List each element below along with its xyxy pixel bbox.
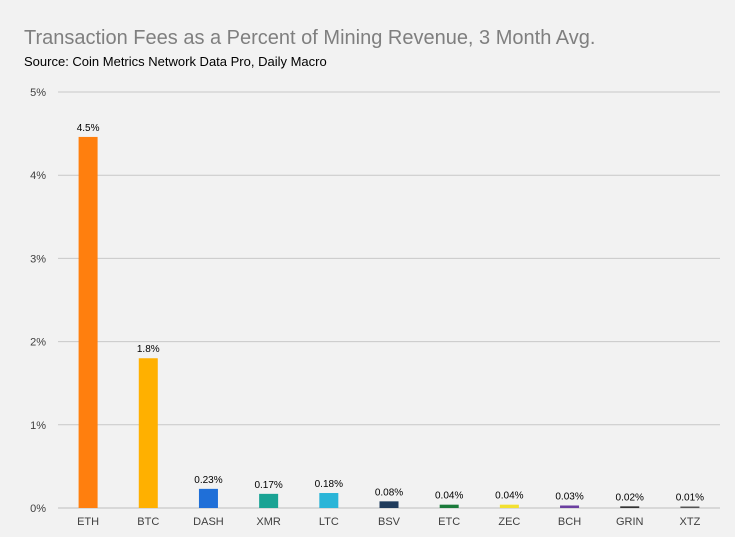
data-label-ltc: 0.18% (315, 479, 343, 490)
x-tick-label-btc: BTC (137, 516, 159, 528)
y-tick-label: 3% (30, 253, 46, 265)
x-tick-label-zec: ZEC (498, 516, 520, 528)
bar-eth (78, 136, 98, 509)
bars (78, 136, 700, 509)
bar-grin (620, 506, 640, 508)
bar-xtz (680, 506, 700, 508)
x-tick-label-eth: ETH (77, 516, 99, 528)
x-tick-label-etc: ETC (438, 516, 460, 528)
data-label-xmr: 0.17% (254, 480, 282, 491)
x-axis-ticks: ETH BTC DASH XMR LTC BSV ETC ZEC BCH GRIN XTZ (77, 516, 700, 528)
y-tick-label: 1% (30, 420, 46, 432)
data-label-dash: 0.23% (194, 475, 222, 486)
data-label-bsv: 0.08% (375, 487, 403, 498)
y-tick-label: 5% (30, 87, 46, 99)
y-tick-label: 4% (30, 170, 46, 182)
bar-dash (198, 488, 218, 508)
x-tick-label-dash: DASH (193, 516, 224, 528)
bar-xmr (259, 493, 279, 508)
y-tick-label: 0% (30, 503, 46, 515)
data-label-xtz: 0.01% (676, 493, 704, 504)
x-tick-label-bsv: BSV (378, 516, 401, 528)
bar-etc (439, 504, 459, 508)
y-axis-ticks: 0% 1% 2% 3% 4% 5% (30, 87, 46, 515)
chart-subtitle: Source: Coin Metrics Network Data Pro, D… (24, 54, 327, 69)
data-label-bch: 0.03% (555, 492, 583, 503)
data-label-zec: 0.04% (495, 491, 523, 502)
bar-btc (138, 358, 158, 508)
data-labels: 4.5% 1.8% 0.23% 0.17% 0.18% 0.08% 0.04% 0.04% 0.… (77, 123, 704, 504)
chart-title: Transaction Fees as a Percent of Mining … (24, 27, 596, 49)
data-label-etc: 0.04% (435, 491, 463, 502)
x-tick-label-ltc: LTC (319, 516, 339, 528)
data-label-btc: 1.8% (137, 344, 160, 355)
bar-bch (560, 505, 580, 508)
data-label-eth: 4.5% (77, 123, 100, 134)
x-tick-label-grin: GRIN (616, 516, 644, 528)
y-tick-label: 2% (30, 337, 46, 349)
bar-ltc (319, 493, 339, 508)
bar-bsv (379, 501, 399, 508)
data-label-grin: 0.02% (616, 492, 644, 503)
x-tick-label-bch: BCH (558, 516, 581, 528)
x-tick-label-xmr: XMR (256, 516, 281, 528)
x-tick-label-xtz: XTZ (680, 516, 701, 528)
bar-zec (499, 504, 519, 508)
